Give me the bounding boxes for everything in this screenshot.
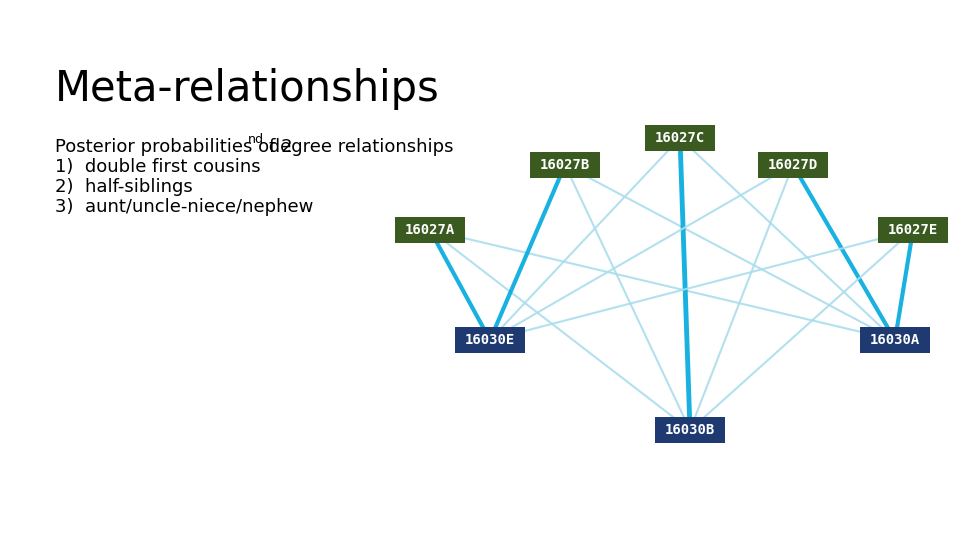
FancyBboxPatch shape: [878, 217, 948, 243]
Text: 16030E: 16030E: [465, 333, 516, 347]
Text: Meta-relationships: Meta-relationships: [55, 68, 440, 110]
Text: 16027C: 16027C: [655, 131, 706, 145]
Text: nd: nd: [248, 133, 264, 146]
Text: Posterior probabilities of 2: Posterior probabilities of 2: [55, 138, 293, 156]
Text: degree relationships: degree relationships: [263, 138, 453, 156]
Text: 1)  double first cousins: 1) double first cousins: [55, 158, 260, 176]
FancyBboxPatch shape: [758, 152, 828, 178]
Text: 2)  half-siblings: 2) half-siblings: [55, 178, 193, 196]
Text: 3)  aunt/uncle-niece/nephew: 3) aunt/uncle-niece/nephew: [55, 198, 313, 216]
FancyBboxPatch shape: [655, 417, 725, 443]
Text: 16030B: 16030B: [665, 423, 715, 437]
Text: 16027D: 16027D: [768, 158, 818, 172]
Text: 16027E: 16027E: [888, 223, 938, 237]
Text: 16030A: 16030A: [870, 333, 920, 347]
FancyBboxPatch shape: [455, 327, 525, 353]
Text: 16027B: 16027B: [540, 158, 590, 172]
Text: 16027A: 16027A: [405, 223, 455, 237]
FancyBboxPatch shape: [530, 152, 600, 178]
FancyBboxPatch shape: [645, 125, 715, 151]
FancyBboxPatch shape: [395, 217, 465, 243]
FancyBboxPatch shape: [860, 327, 930, 353]
